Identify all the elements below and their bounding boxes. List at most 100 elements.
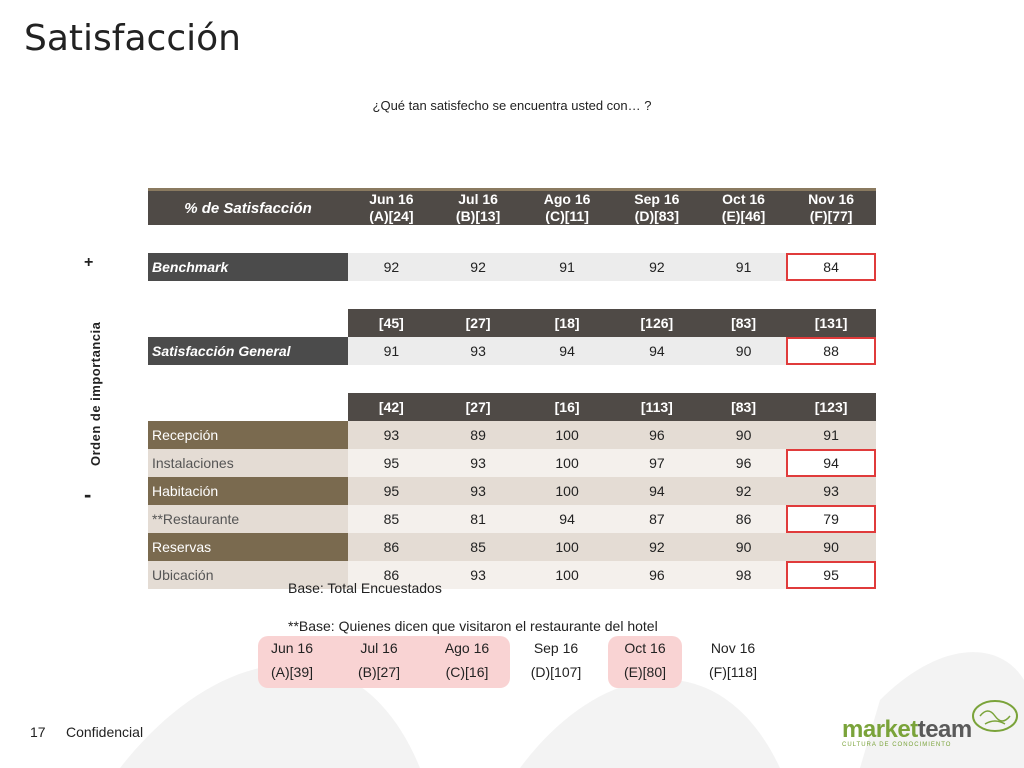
footer-month: Sep 16	[533, 640, 579, 656]
cell-highlighted: 79	[786, 505, 876, 533]
cell: [18]	[521, 309, 613, 337]
cell: [45]	[348, 309, 435, 337]
cell: 90	[700, 337, 787, 365]
cell: 100	[521, 533, 613, 561]
table-header-row: % de Satisfacción Jun 16 (A)[24] Jul 16 (B…	[148, 188, 876, 225]
cell: 100	[521, 421, 613, 449]
row-label: Benchmark	[148, 253, 348, 281]
footer-code: (C)[16]	[445, 664, 489, 680]
cell: 93	[786, 477, 876, 505]
cell: [27]	[434, 309, 522, 337]
row-label: Recepción	[148, 421, 348, 449]
cell: 91	[521, 253, 613, 281]
cell: 92	[434, 253, 522, 281]
cell: 81	[434, 505, 522, 533]
cell: 91	[348, 337, 435, 365]
footer-code: (F)[118]	[709, 664, 757, 680]
cell: 93	[434, 477, 522, 505]
footer-month: Ago 16	[444, 640, 490, 656]
row-label: Instalaciones	[148, 449, 348, 477]
row-label: Satisfacción General	[148, 337, 348, 365]
row-label: **Restaurante	[148, 505, 348, 533]
cell: [42]	[348, 393, 435, 421]
cell: [113]	[612, 393, 701, 421]
cell: 90	[700, 533, 787, 561]
cell: 96	[612, 421, 701, 449]
table-row: Recepción 93 89 100 96 90 91	[148, 421, 876, 449]
base-note: Base: Total Encuestados	[288, 580, 442, 596]
cell: 93	[434, 337, 522, 365]
cell: [16]	[521, 393, 613, 421]
importance-plus: +	[84, 254, 94, 271]
header-label: % de Satisfacción	[148, 188, 348, 225]
cell: 92	[612, 253, 701, 281]
restaurant-base-note: **Base: Quienes dicen que visitaron el r…	[288, 618, 658, 634]
page-title: Satisfacción	[24, 18, 241, 59]
cell: 90	[700, 421, 787, 449]
cell-highlighted: 94	[786, 449, 876, 477]
cell: 96	[700, 449, 787, 477]
footer-code: (A)[39]	[270, 664, 313, 680]
cell: 92	[348, 253, 435, 281]
table-row: Habitación 95 93 100 94 92 93	[148, 477, 876, 505]
brain-icon	[972, 700, 1018, 732]
highlight-pill	[258, 636, 510, 688]
column-header: Jul 16 (B)[13]	[434, 188, 522, 225]
cell-highlighted: 88	[786, 337, 876, 365]
cell: 94	[612, 337, 701, 365]
general-row: Satisfacción General 91 93 94 94 90 88	[148, 337, 876, 365]
cell: [126]	[612, 309, 701, 337]
cell-highlighted: 95	[786, 561, 876, 589]
cell: 92	[612, 533, 701, 561]
footer-code: (B)[27]	[357, 664, 400, 680]
importance-axis-label: Orden de importancia	[88, 321, 103, 466]
footer-month: Jun 16	[270, 640, 314, 656]
cell: 95	[348, 477, 435, 505]
row-label: Habitación	[148, 477, 348, 505]
cell: 85	[348, 505, 435, 533]
cell: 91	[786, 421, 876, 449]
table-row: Instalaciones 95 93 100 97 96 94	[148, 449, 876, 477]
cell: 89	[434, 421, 522, 449]
cell: 93	[434, 449, 522, 477]
table-row: Ubicación 86 93 100 96 98 95	[148, 561, 876, 589]
cell: 98	[700, 561, 787, 589]
page-number: 17	[30, 724, 46, 740]
count-row: [42] [27] [16] [113] [83] [123]	[148, 393, 876, 421]
benchmark-row: Benchmark 92 92 91 92 91 84	[148, 253, 876, 281]
cell: [83]	[700, 393, 787, 421]
row-label: Reservas	[148, 533, 348, 561]
column-header: Sep 16 (D)[83]	[612, 188, 701, 225]
cell: 93	[348, 421, 435, 449]
cell: 100	[521, 561, 613, 589]
cell: 86	[348, 533, 435, 561]
footer-code: (E)[80]	[623, 664, 666, 680]
importance-minus: -	[84, 482, 92, 507]
column-header: Oct 16 (E)[46]	[700, 188, 787, 225]
footer-month: Nov 16	[710, 640, 756, 656]
cell: 94	[521, 337, 613, 365]
cell: 85	[434, 533, 522, 561]
table-row: Reservas 86 85 100 92 90 90	[148, 533, 876, 561]
cell: 97	[612, 449, 701, 477]
cell: 100	[521, 449, 613, 477]
footer-month: Oct 16	[624, 640, 666, 656]
count-row: [45] [27] [18] [126] [83] [131]	[148, 309, 876, 337]
cell: [123]	[786, 393, 876, 421]
cell: 94	[521, 505, 613, 533]
row-label: Ubicación	[148, 561, 348, 589]
confidential-label: Confidencial	[66, 724, 144, 740]
table-row: **Restaurante 85 81 94 87 86 79	[148, 505, 876, 533]
cell: 100	[521, 477, 613, 505]
footer-month: Jul 16	[360, 640, 398, 656]
cell: 86	[348, 561, 435, 589]
column-header: Jun 16 (A)[24]	[348, 188, 435, 225]
column-header: Ago 16 (C)[11]	[521, 188, 613, 225]
footer-code: (D)[107]	[530, 664, 582, 680]
satisfaction-table: % de Satisfacción Jun 16 (A)[24] Jul 16 (B…	[148, 188, 876, 589]
cell: [83]	[700, 309, 787, 337]
cell: 96	[612, 561, 701, 589]
cell: 87	[612, 505, 701, 533]
cell: 91	[700, 253, 787, 281]
cell: [131]	[786, 309, 876, 337]
